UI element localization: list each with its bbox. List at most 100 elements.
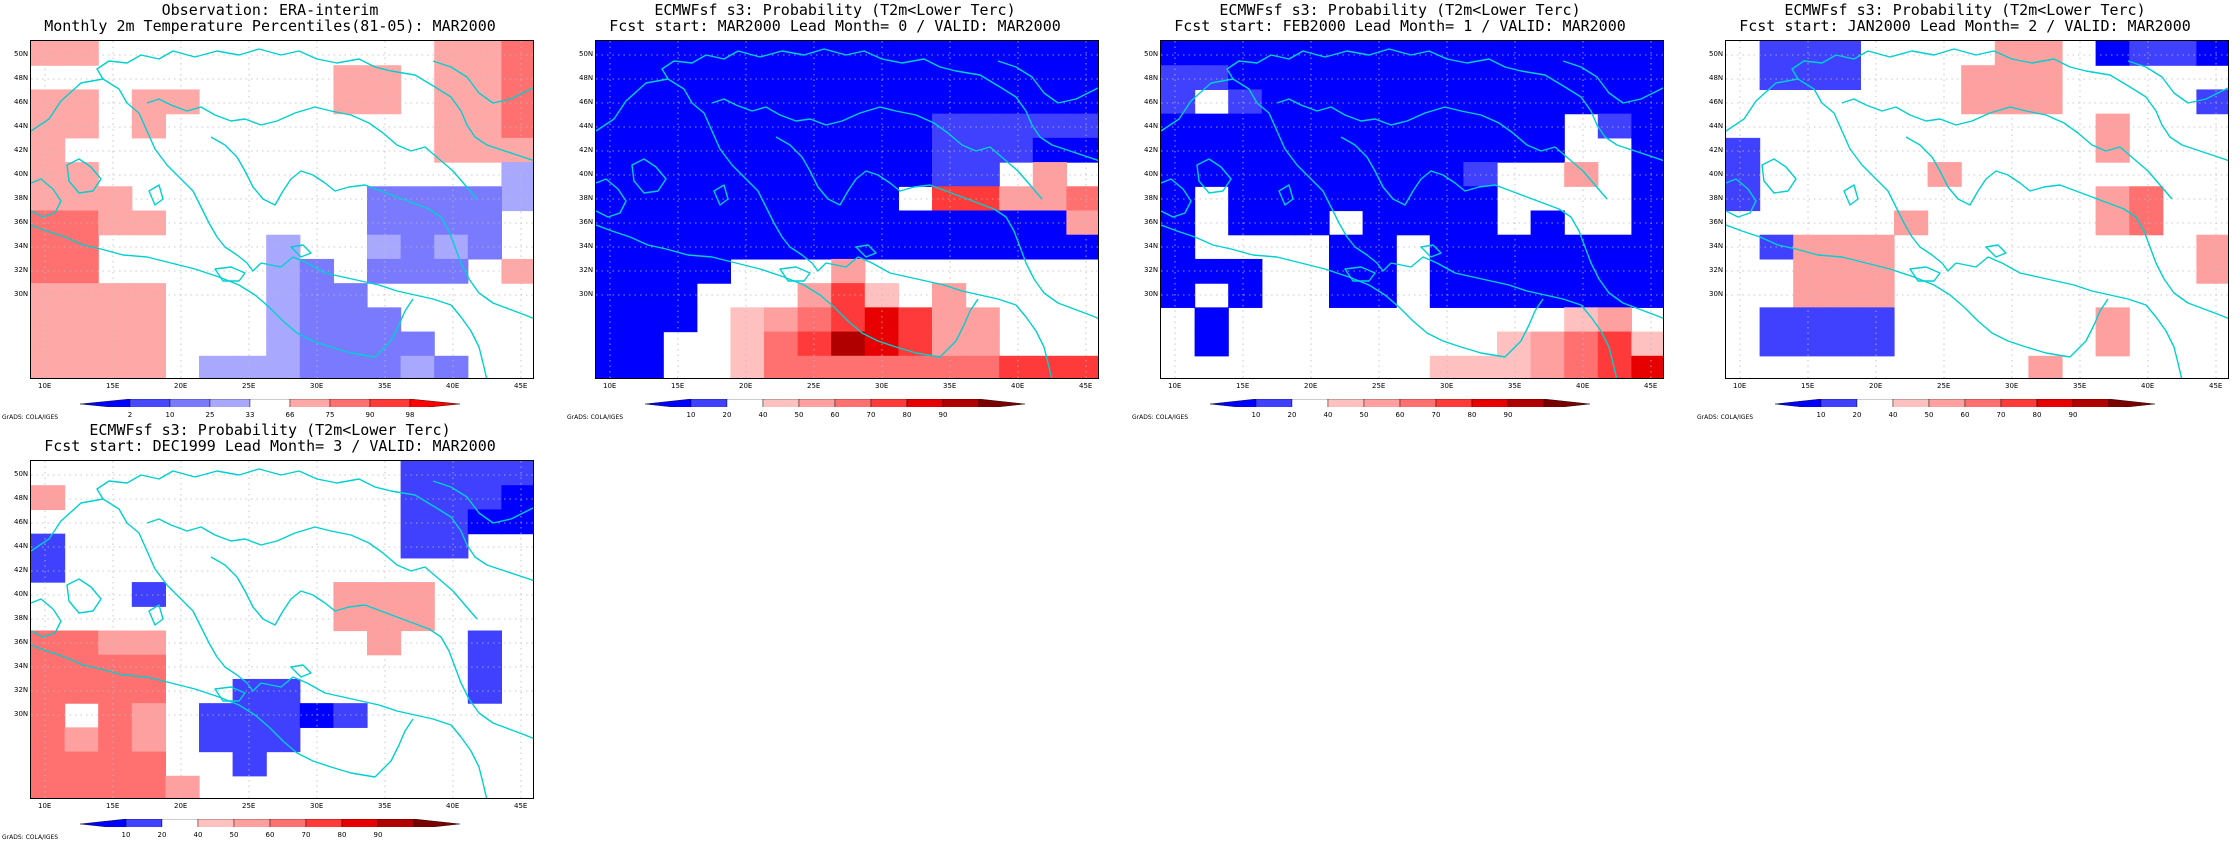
coastline bbox=[1791, 48, 2228, 162]
grid-cell bbox=[764, 113, 799, 139]
colorbar-tick-label: 10 bbox=[686, 411, 696, 419]
latitude-tick-label: 44N bbox=[14, 542, 29, 550]
grid-cell bbox=[333, 582, 368, 607]
panel-title-line1: ECMWFsf s3: Probability (T2m<Lower Terc) bbox=[1219, 1, 1581, 19]
grid-cell bbox=[1631, 162, 1663, 187]
grid-cell bbox=[434, 210, 469, 236]
grid-cell bbox=[831, 65, 866, 91]
colorbar-segment bbox=[80, 819, 127, 827]
longitude-tick-label: 40E bbox=[446, 382, 460, 390]
longitude-tick-label: 40E bbox=[1011, 382, 1025, 390]
longitude-tick-label: 45E bbox=[514, 382, 528, 390]
colorbar-segment bbox=[1291, 399, 1329, 407]
grid-cell bbox=[467, 485, 502, 511]
grid-cell bbox=[1396, 89, 1431, 115]
colorbar-segment bbox=[1928, 399, 1966, 407]
longitude-tick-label: 35E bbox=[378, 382, 392, 390]
colorbar-segment bbox=[233, 819, 271, 827]
grid-cell bbox=[400, 355, 435, 378]
colorbar-tick-label: 75 bbox=[325, 411, 335, 419]
grid-cell bbox=[501, 485, 533, 511]
grid-cell bbox=[864, 283, 899, 308]
grid-cell bbox=[1261, 210, 1296, 236]
grid-cell bbox=[400, 331, 435, 357]
grid-cell bbox=[1066, 355, 1098, 378]
grid-cell bbox=[1295, 113, 1330, 139]
grid-cell bbox=[1161, 137, 1196, 163]
grid-cell bbox=[629, 162, 664, 187]
grid-cell bbox=[1295, 137, 1330, 163]
grid-cell bbox=[1032, 186, 1067, 212]
grid-cell bbox=[131, 210, 166, 236]
grid-cell bbox=[831, 355, 866, 378]
coastline bbox=[1985, 244, 2007, 258]
grid-cell bbox=[266, 234, 301, 260]
grid-cell bbox=[1826, 331, 1861, 357]
grid-cell bbox=[299, 355, 334, 378]
grid-cell bbox=[831, 283, 866, 308]
grid-cell bbox=[64, 162, 99, 187]
grid-cell bbox=[400, 582, 435, 607]
grid-cell bbox=[333, 355, 368, 378]
grid-cell bbox=[730, 210, 765, 236]
colorbar-segment bbox=[1892, 399, 1930, 407]
grid-cell bbox=[831, 89, 866, 115]
coastline bbox=[775, 136, 1098, 319]
grid-cell bbox=[131, 751, 166, 777]
grid-cell bbox=[663, 89, 698, 115]
grid-cell bbox=[1032, 162, 1067, 187]
grads-credit: GrADS: COLA/IGES bbox=[567, 414, 624, 421]
colorbar-tick-label: 60 bbox=[265, 831, 275, 839]
longitude-tick-label: 10E bbox=[603, 382, 617, 390]
coastline bbox=[1955, 256, 2183, 378]
grid-cell bbox=[1631, 65, 1663, 91]
grid-cell bbox=[1631, 89, 1663, 115]
grid-cell bbox=[1329, 283, 1364, 308]
colorbar-segment bbox=[1964, 399, 2002, 407]
grid-cell bbox=[299, 283, 334, 308]
latitude-tick-label: 36N bbox=[14, 218, 29, 226]
grid-cell bbox=[1362, 283, 1397, 308]
latitude-tick-label: 30N bbox=[1709, 290, 1724, 298]
grid-cell bbox=[467, 137, 502, 163]
colorbar-segment bbox=[2000, 399, 2038, 407]
grid-cell bbox=[266, 703, 301, 728]
grid-cell bbox=[1429, 137, 1464, 163]
grid-cell bbox=[31, 89, 66, 115]
grid-cell bbox=[764, 186, 799, 212]
longitude-tick-label: 35E bbox=[1508, 382, 1522, 390]
grid-cell bbox=[1927, 162, 1962, 187]
coastline bbox=[432, 60, 533, 104]
panel-title-line1: Observation: ERA-interim bbox=[161, 1, 379, 19]
grid-cell bbox=[1463, 113, 1498, 139]
coastline bbox=[711, 98, 1043, 200]
grid-cell bbox=[2196, 234, 2228, 260]
grid-cell bbox=[696, 65, 731, 91]
grid-cell bbox=[131, 703, 166, 728]
grads-credit: GrADS: COLA/IGES bbox=[2, 834, 59, 841]
grid-cell bbox=[64, 355, 99, 378]
colorbar-segment bbox=[1856, 399, 1894, 407]
grid-cell bbox=[131, 331, 166, 357]
grid-cell bbox=[1463, 137, 1498, 163]
grid-cell bbox=[434, 533, 469, 559]
forecast-lead1-map-panel: ECMWFsf s3: Probability (T2m<Lower Terc)… bbox=[1130, 0, 1670, 421]
grid-cell bbox=[434, 186, 469, 212]
grid-cell bbox=[1228, 137, 1263, 163]
longitude-tick-label: 15E bbox=[1236, 382, 1250, 390]
grid-cell bbox=[629, 137, 664, 163]
coastline bbox=[148, 184, 164, 206]
grid-cell bbox=[400, 509, 435, 535]
grid-cell bbox=[31, 775, 66, 798]
grid-cell bbox=[1362, 89, 1397, 115]
coastline bbox=[1841, 98, 2173, 200]
grid-cell bbox=[31, 557, 66, 583]
colorbar-segment bbox=[209, 399, 251, 407]
grid-cell bbox=[2095, 113, 2130, 139]
grid-cell bbox=[1032, 41, 1067, 66]
grid-cell bbox=[1631, 210, 1663, 236]
longitude-tick-label: 30E bbox=[2005, 382, 2019, 390]
coastline bbox=[31, 598, 62, 638]
grid-cell bbox=[1961, 89, 1996, 115]
grid-cell bbox=[2095, 307, 2130, 333]
